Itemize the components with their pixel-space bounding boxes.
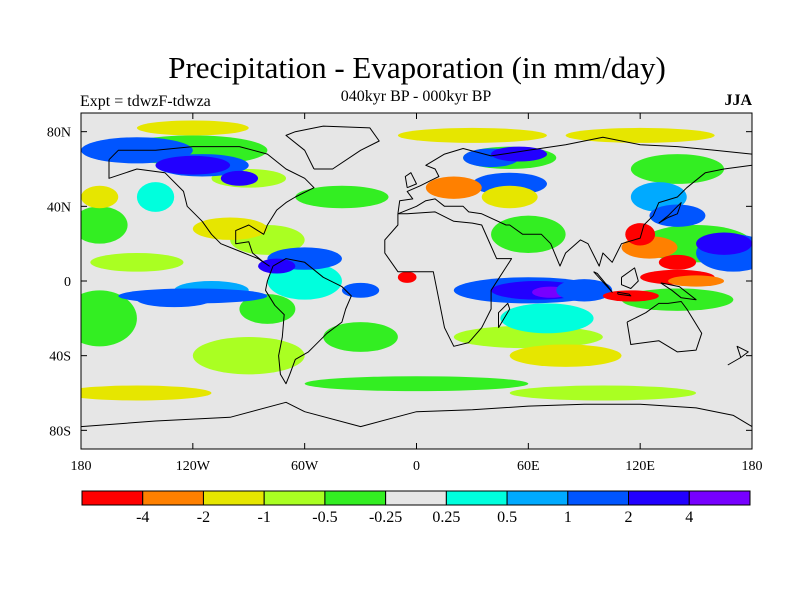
colorbar-box xyxy=(81,490,144,506)
axis-ticks: 180 120W 60W 0 60E 120E 180 80N 40N 0 40S 80S xyxy=(47,113,763,474)
field-region xyxy=(81,185,119,209)
y-tick-label: 80S xyxy=(49,424,71,439)
coastline xyxy=(660,282,697,301)
x-tick-label: 120W xyxy=(176,459,211,474)
field-region xyxy=(630,154,725,184)
field-region xyxy=(491,146,547,162)
coastline xyxy=(108,146,315,267)
field-region xyxy=(295,185,389,209)
field-region xyxy=(481,185,538,209)
field-region xyxy=(397,127,547,143)
field-region xyxy=(90,253,184,272)
coastline xyxy=(498,302,511,328)
field-region xyxy=(81,385,212,401)
field-region xyxy=(192,217,268,240)
coastline xyxy=(621,267,639,289)
field-region xyxy=(136,120,249,136)
coastline xyxy=(81,401,752,428)
x-tick-label: 0 xyxy=(413,459,420,474)
field-region xyxy=(668,275,725,287)
colorbar-label: 0.25 xyxy=(432,509,460,526)
coastline xyxy=(384,211,513,347)
x-tick-label: 180 xyxy=(742,459,763,474)
colorbar-label: -1 xyxy=(258,509,271,526)
field-region xyxy=(258,258,296,274)
x-tick-label: 60W xyxy=(291,459,319,474)
coastline xyxy=(626,301,703,353)
colorbar-box xyxy=(324,490,387,506)
colorbar-label: 0.5 xyxy=(497,509,517,526)
colorbar-label: 1 xyxy=(564,509,572,526)
map-panel: 180 120W 60W 0 60E 120E 180 80N 40N 0 40S 80S xyxy=(47,112,763,474)
colorbar-box xyxy=(445,490,508,506)
colorbar-label: -0.25 xyxy=(369,509,402,526)
coastline xyxy=(617,291,632,297)
colorbar-box xyxy=(506,490,569,506)
experiment-label: Expt = tdwzF-tdwza xyxy=(80,93,211,110)
colorbar-label: -2 xyxy=(197,509,210,526)
colorbar-box xyxy=(385,490,447,506)
colorbar-box xyxy=(263,490,326,506)
y-tick-label: 40N xyxy=(47,200,71,215)
x-tick-label: 180 xyxy=(71,459,92,474)
colorbar-box xyxy=(628,490,690,506)
colorbar-box xyxy=(202,490,265,506)
coastline xyxy=(397,136,752,267)
colorbar: -4 -2 -1 -0.5 -0.25 0.25 0.5 1 2 4 xyxy=(81,490,751,526)
x-tick-label: 60E xyxy=(517,459,540,474)
field-region xyxy=(625,223,656,246)
field-region xyxy=(658,254,697,270)
coastline-layer xyxy=(81,125,752,428)
coastline xyxy=(285,125,380,170)
field-region xyxy=(509,344,622,367)
field-region xyxy=(81,206,128,244)
colorbar-label: 4 xyxy=(685,509,693,526)
field-region xyxy=(323,322,398,352)
field-region xyxy=(118,288,268,304)
field-region xyxy=(220,170,259,186)
field-region xyxy=(556,279,613,302)
coastline xyxy=(593,271,613,293)
field-region xyxy=(425,176,482,199)
y-tick-label: 0 xyxy=(64,275,71,290)
y-tick-label: 40S xyxy=(49,350,71,365)
field-region xyxy=(304,376,529,392)
season-label: JJA xyxy=(724,92,752,109)
field-region xyxy=(341,282,380,298)
x-tick-label: 120E xyxy=(625,459,655,474)
colorbar-box xyxy=(142,490,204,506)
field-region xyxy=(630,182,687,212)
coastline xyxy=(658,202,682,224)
field-region xyxy=(696,232,752,255)
field-region xyxy=(136,182,175,212)
coastline xyxy=(265,258,352,385)
field-region xyxy=(500,303,594,334)
coastline xyxy=(727,345,749,366)
field-region xyxy=(397,271,417,283)
colorbar-box xyxy=(567,490,630,506)
plot-title: Precipitation - Evaporation (in mm/day) xyxy=(168,50,666,85)
field-region xyxy=(155,155,231,175)
colorbar-box xyxy=(688,490,751,506)
coastline xyxy=(404,172,417,189)
field-region xyxy=(565,127,715,143)
y-tick-label: 80N xyxy=(47,126,71,141)
field-region xyxy=(81,290,137,347)
time-period-label: 040kyr BP - 000kyr BP xyxy=(340,88,492,105)
field-region xyxy=(192,337,305,375)
colorbar-label: -0.5 xyxy=(312,509,337,526)
colorbar-label: 2 xyxy=(625,509,633,526)
field-region xyxy=(509,385,697,401)
colorbar-label: -4 xyxy=(136,509,149,526)
field-region xyxy=(239,294,296,324)
field-region xyxy=(649,204,706,227)
